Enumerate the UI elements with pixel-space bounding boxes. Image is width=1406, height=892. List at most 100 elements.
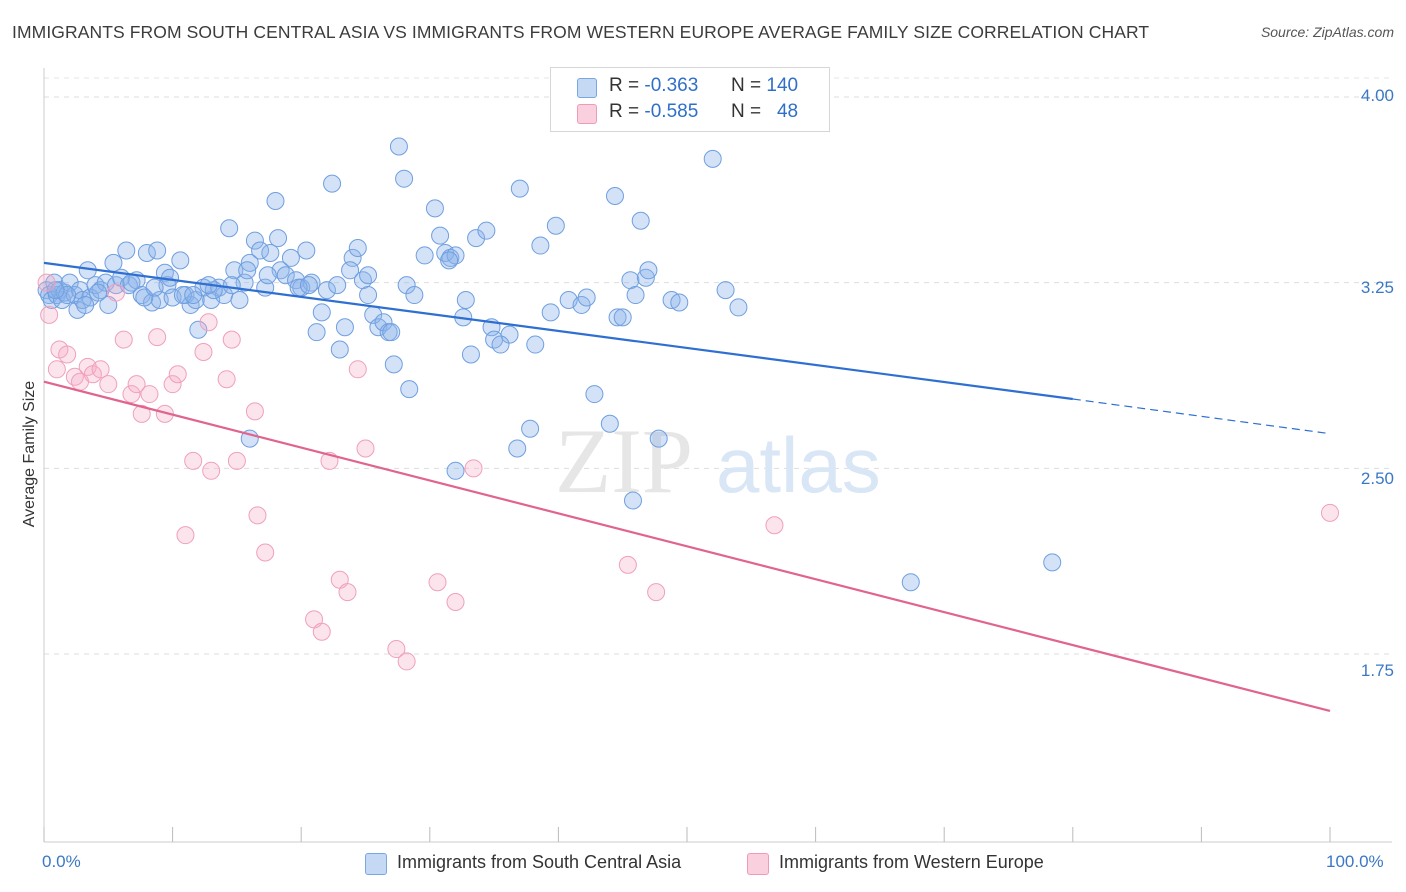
data-point bbox=[281, 248, 300, 267]
legend-item-label: Immigrants from Western Europe bbox=[779, 852, 1044, 872]
data-point bbox=[168, 365, 187, 384]
chart-title: IMMIGRANTS FROM SOUTH CENTRAL ASIA VS IM… bbox=[12, 22, 1150, 42]
data-point bbox=[137, 243, 156, 262]
data-point bbox=[114, 330, 133, 349]
data-point bbox=[65, 367, 84, 386]
legend-n-value: 140 bbox=[766, 75, 799, 96]
trend-line-south-central-asia bbox=[43, 261, 1073, 401]
data-point bbox=[107, 283, 126, 302]
data-point bbox=[76, 295, 95, 314]
data-point bbox=[330, 340, 349, 359]
data-point bbox=[266, 191, 285, 210]
data-point bbox=[238, 261, 257, 280]
watermark: ZIP atlas bbox=[555, 410, 881, 512]
data-point bbox=[335, 318, 354, 337]
legend-swatch bbox=[577, 78, 597, 98]
data-point bbox=[46, 281, 65, 300]
data-point bbox=[148, 241, 167, 260]
data-point bbox=[122, 273, 141, 292]
axes bbox=[43, 68, 1392, 843]
data-point bbox=[104, 253, 123, 272]
data-point bbox=[446, 593, 465, 612]
data-point bbox=[623, 491, 642, 510]
data-point bbox=[176, 526, 195, 545]
data-point bbox=[222, 330, 241, 349]
data-point bbox=[703, 149, 722, 168]
data-point bbox=[461, 345, 480, 364]
data-point bbox=[636, 268, 655, 287]
data-point bbox=[431, 226, 450, 245]
data-point bbox=[647, 583, 666, 602]
data-point bbox=[91, 360, 110, 379]
data-point bbox=[440, 251, 459, 270]
data-point bbox=[58, 345, 77, 364]
data-point bbox=[199, 313, 218, 332]
data-point bbox=[37, 281, 56, 300]
data-point bbox=[132, 404, 151, 423]
data-point bbox=[122, 385, 141, 404]
data-point bbox=[256, 543, 275, 562]
data-point bbox=[359, 286, 378, 305]
data-point bbox=[464, 459, 483, 478]
data-point bbox=[145, 278, 164, 297]
data-point bbox=[467, 229, 486, 248]
legend-n-label: N = bbox=[731, 75, 762, 96]
trend-line-western-europe bbox=[43, 380, 1331, 713]
legend-n-label: N = bbox=[731, 101, 762, 122]
data-point bbox=[251, 241, 270, 260]
x-tick-label: 0.0% bbox=[42, 852, 81, 871]
data-point bbox=[491, 335, 510, 354]
data-point bbox=[245, 231, 264, 250]
data-point bbox=[227, 451, 246, 470]
data-point bbox=[173, 286, 192, 305]
data-point bbox=[348, 360, 367, 379]
data-point bbox=[230, 290, 249, 309]
data-point bbox=[171, 251, 190, 270]
stats-legend: R = -0.363 N = 140 R = -0.585 N = 48 bbox=[550, 67, 830, 132]
data-point bbox=[269, 229, 288, 248]
data-point bbox=[189, 320, 208, 339]
watermark-atlas: atlas bbox=[716, 421, 881, 509]
legend-item-label: Immigrants from South Central Asia bbox=[397, 852, 682, 872]
data-point bbox=[240, 253, 259, 272]
data-point bbox=[184, 451, 203, 470]
data-point bbox=[184, 286, 203, 305]
y-tick-label: 3.25 bbox=[1360, 278, 1394, 297]
data-point bbox=[1043, 553, 1062, 572]
data-point bbox=[217, 370, 236, 389]
data-point bbox=[600, 414, 619, 433]
data-point bbox=[395, 169, 414, 188]
data-point bbox=[526, 335, 545, 354]
trend-lines bbox=[43, 261, 1331, 713]
data-point bbox=[608, 308, 627, 327]
data-point bbox=[148, 328, 167, 347]
source-credit: Source: ZipAtlas.com bbox=[1260, 24, 1394, 40]
data-point bbox=[415, 246, 434, 265]
data-point bbox=[317, 281, 336, 300]
data-point bbox=[89, 283, 108, 302]
data-point bbox=[341, 261, 360, 280]
legend-r-value: -0.585 bbox=[644, 101, 699, 122]
legend-r-value: -0.363 bbox=[644, 75, 699, 96]
legend-n-value: 48 bbox=[776, 101, 799, 122]
y-tick-label: 1.75 bbox=[1360, 661, 1394, 680]
data-point bbox=[299, 276, 318, 295]
data-point bbox=[1321, 503, 1339, 522]
data-point bbox=[163, 375, 182, 394]
data-point bbox=[58, 286, 77, 305]
data-point bbox=[248, 506, 267, 525]
data-point bbox=[245, 402, 264, 421]
data-point bbox=[222, 276, 241, 295]
y-tick-label: 2.50 bbox=[1360, 469, 1394, 488]
data-point bbox=[389, 137, 408, 156]
y-tick-label: 4.00 bbox=[1360, 86, 1394, 105]
data-points bbox=[37, 137, 1339, 671]
data-point bbox=[585, 385, 604, 404]
data-point bbox=[541, 303, 560, 322]
data-point bbox=[202, 461, 221, 480]
watermark-zip: ZIP bbox=[555, 410, 693, 512]
data-point bbox=[521, 419, 540, 438]
data-point bbox=[605, 187, 624, 206]
legend-r-label: R = bbox=[609, 101, 640, 122]
